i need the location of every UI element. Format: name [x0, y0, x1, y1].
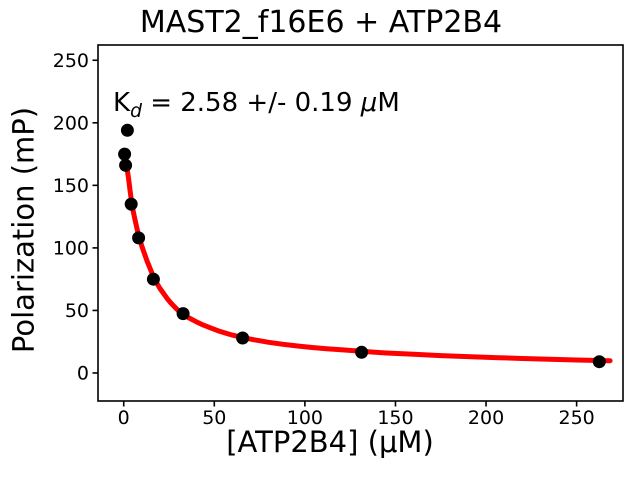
chart-title: MAST2_f16E6 + ATP2B4 — [139, 5, 503, 40]
binding-fit-curve — [121, 149, 613, 364]
x-tick-label: 150 — [377, 407, 413, 429]
data-point — [176, 307, 190, 321]
kd-subscript: d — [130, 101, 142, 123]
y-tick-label: 150 — [53, 175, 89, 197]
kd-annotation: Kd = 2.58 +/- 0.19 μM — [113, 88, 400, 121]
y-tick-label: 50 — [65, 300, 89, 322]
axes-frame — [97, 44, 624, 402]
y-tick-label: 0 — [77, 362, 89, 384]
data-point — [118, 147, 132, 161]
x-tick-label: 250 — [558, 407, 594, 429]
x-tick-label: 50 — [202, 407, 226, 429]
x-tick-label: 100 — [287, 407, 323, 429]
data-point — [132, 231, 146, 245]
data-point — [120, 123, 134, 137]
data-point — [119, 158, 133, 172]
x-tick-label: 0 — [118, 407, 130, 429]
y-axis-label: Polarization (mP) — [6, 106, 41, 354]
y-tick-label: 250 — [53, 50, 89, 72]
data-point — [592, 355, 606, 369]
mu-symbol: μ — [360, 88, 378, 118]
y-tick-label: 200 — [53, 112, 89, 134]
kd-unit: M — [377, 88, 400, 118]
kd-value-text: = 2.58 +/- 0.19 — [141, 88, 361, 118]
x-tick-label: 200 — [468, 407, 504, 429]
data-point — [236, 331, 250, 345]
data-point — [146, 272, 160, 286]
x-axis-label: [ATP2B4] (μM) — [226, 425, 434, 459]
data-point — [355, 345, 369, 359]
data-point — [124, 197, 138, 211]
y-tick-label: 100 — [53, 237, 89, 259]
kd-symbol: K — [113, 88, 131, 118]
